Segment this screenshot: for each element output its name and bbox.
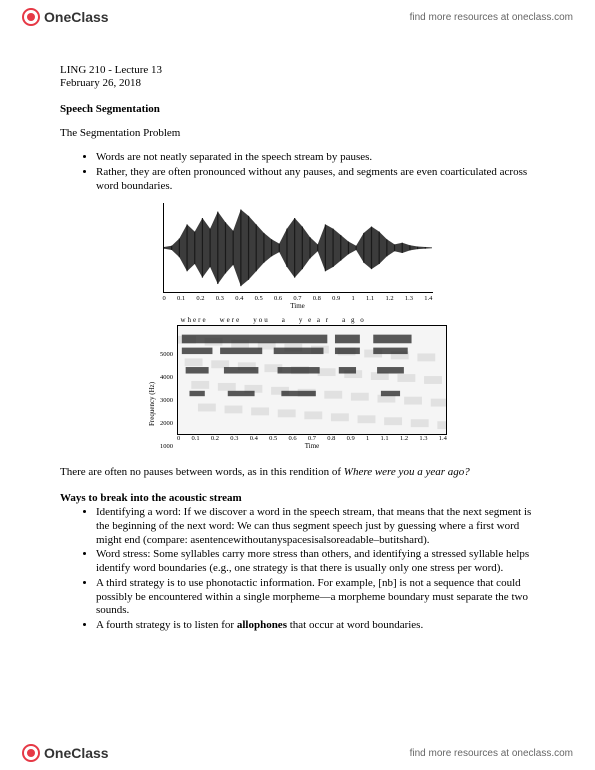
waveform-x-ticks: 00.10.20.30.40.50.60.70.80.911.11.21.31.… (163, 295, 433, 302)
course-title: LING 210 - Lecture 13 (60, 64, 535, 76)
spectrogram-chart (177, 325, 447, 435)
brand-logo-footer[interactable]: OneClass (22, 744, 109, 762)
list-item: Word stress: Some syllables carry more s… (96, 548, 535, 576)
document-body: LING 210 - Lecture 13 February 26, 2018 … (0, 34, 595, 644)
spectrogram-svg (178, 326, 446, 434)
section1-heading: The Segmentation Problem (60, 127, 535, 139)
list-item: Rather, they are often pronounced withou… (96, 166, 535, 194)
spectrogram-wrap: Frequency (Hz) 50004000300020001000 00.1… (148, 325, 447, 456)
page-footer: OneClass find more resources at oneclass… (0, 736, 595, 770)
list-item: Identifying a word: If we discover a wor… (96, 506, 535, 547)
header-tagline[interactable]: find more resources at oneclass.com (410, 12, 573, 23)
lecture-date: February 26, 2018 (60, 77, 535, 89)
section2-list: Identifying a word: If we discover a wor… (60, 506, 535, 633)
section1-list: Words are not neatly separated in the sp… (60, 151, 535, 193)
waveform-x-label: Time (163, 302, 433, 310)
main-heading: Speech Segmentation (60, 103, 535, 115)
waveform-chart (163, 203, 433, 293)
brand-logo[interactable]: OneClass (22, 8, 109, 26)
waveform-svg (164, 203, 433, 293)
page-header: OneClass find more resources at oneclass… (0, 0, 595, 34)
spectrogram-word-labels: wherewereyouay e a ra g o (163, 316, 433, 324)
figure-speech-signals: 00.10.20.30.40.50.60.70.80.911.11.21.31.… (60, 203, 535, 456)
list-item: Words are not neatly separated in the sp… (96, 151, 535, 165)
list-item: A third strategy is to use phonotactic i… (96, 577, 535, 618)
figure-caption: There are often no pauses between words,… (60, 466, 535, 480)
section2-heading: Ways to break into the acoustic stream (60, 492, 535, 504)
brand-name-footer: OneClass (44, 745, 109, 761)
spectrogram-y-ticks: 50004000300020001000 (160, 351, 173, 456)
spectrogram-x-label: Time (177, 442, 447, 450)
list-item: A fourth strategy is to listen for allop… (96, 619, 535, 633)
brand-name: OneClass (44, 9, 109, 25)
oneclass-icon (22, 8, 40, 26)
spectrogram-y-label: Frequency (Hz) (148, 351, 156, 456)
caption-prefix: There are often no pauses between words,… (60, 466, 344, 478)
spectrogram-x-ticks: 00.10.20.30.40.50.60.70.80.911.11.21.31.… (177, 435, 447, 442)
footer-tagline[interactable]: find more resources at oneclass.com (410, 748, 573, 759)
oneclass-icon (22, 744, 40, 762)
caption-italic: Where were you a year ago? (344, 466, 470, 478)
